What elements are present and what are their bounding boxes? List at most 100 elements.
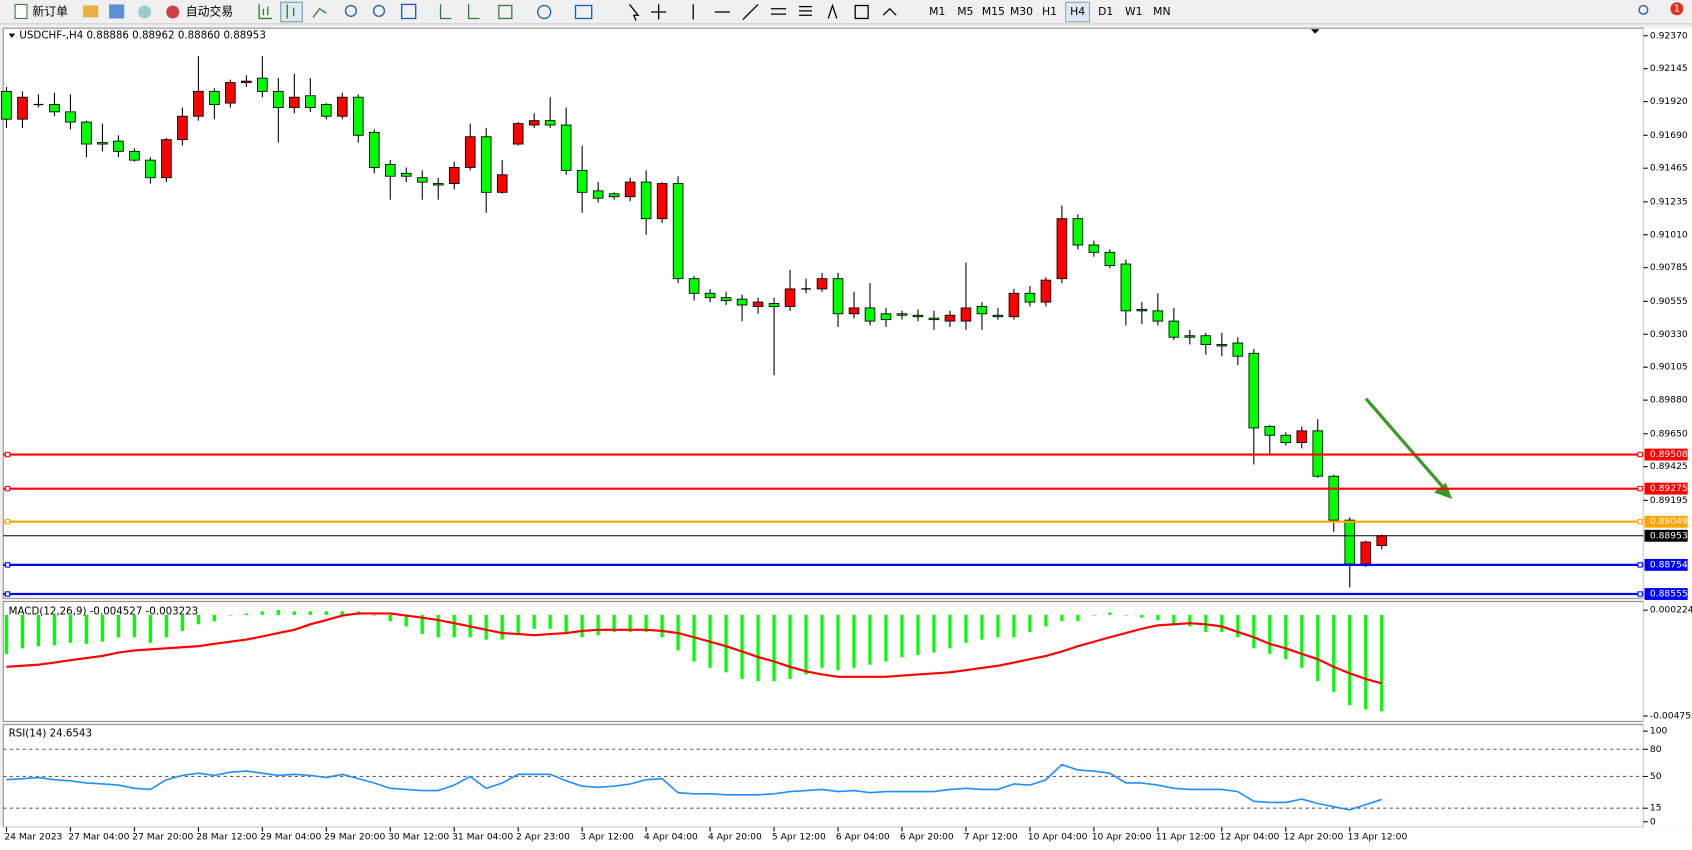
notification-badge[interactable] [1670,2,1684,16]
icon[interactable] [537,4,552,20]
macd-bar [260,611,264,615]
candle-body [321,104,332,117]
icon[interactable] [439,4,452,20]
candle-body [1296,430,1308,443]
line-anchor[interactable] [4,591,11,597]
timeframe-button[interactable]: M5 [957,5,973,18]
y-tick-label: -0.004753 [1650,710,1692,721]
icon[interactable] [312,7,327,18]
y-tick-label: 0.92145 [1650,63,1688,74]
macd-bar [1332,614,1336,692]
icon[interactable] [770,8,787,15]
line-price-tag [1644,529,1688,542]
icon[interactable] [799,5,812,16]
timeframe-button[interactable]: M1 [929,5,945,18]
line-anchor[interactable] [1637,591,1643,597]
auto-trading-button[interactable]: 自动交易 [166,4,233,18]
icon[interactable] [629,4,640,21]
timeframe-button[interactable]: M15 [982,5,1005,18]
macd-bar [660,614,664,638]
x-tick-label: 30 Mar 12:00 [388,831,449,842]
price-pane [2,27,1644,599]
macd-bar [340,611,344,615]
icon[interactable] [467,4,480,20]
timeframe-button[interactable]: D1 [1098,5,1113,18]
macd-bar [1252,614,1256,649]
timeframe-button[interactable]: H4 [1070,5,1085,18]
line-anchor[interactable] [1637,451,1643,458]
macd-bar [1108,612,1112,615]
macd-bar [1076,614,1080,622]
macd-bar [932,614,936,653]
timeframe-button[interactable]: MN [1153,5,1170,18]
line-anchor[interactable] [1637,485,1643,492]
y-tick-label: 0.91465 [1650,163,1688,174]
y-tick-label: 0.91010 [1650,229,1688,240]
timeframe-button[interactable]: M30 [1010,5,1033,18]
icon[interactable] [280,1,303,23]
icon[interactable] [651,4,667,20]
macd-bar [36,614,41,647]
timeframe-button[interactable]: H1 [1042,5,1057,18]
icon[interactable] [854,4,869,20]
macd-bar [500,614,504,640]
candle-body [768,303,780,307]
line-anchor[interactable] [4,562,11,568]
y-tick-label: 0.89880 [1650,395,1688,406]
candle-body [544,120,556,126]
icon[interactable] [138,5,152,19]
macd-bar [1140,614,1144,618]
candle-body [384,164,396,177]
search-icon[interactable] [1638,4,1649,15]
icon[interactable] [401,3,417,20]
timeframe-button[interactable]: W1 [1125,5,1143,18]
candle-body [65,111,76,123]
macd-bar [1300,614,1304,668]
price-axis [1643,28,1692,828]
macd-bar [596,614,600,636]
shift-marker [1310,29,1320,34]
icon[interactable] [574,4,593,20]
icon[interactable] [498,4,513,20]
line-anchor[interactable] [4,519,11,525]
line-price-label: 0.88953 [1650,530,1688,541]
macd-bar [836,614,840,671]
candle-body [1184,335,1196,338]
macd-bar [420,614,424,635]
icon[interactable] [344,4,357,17]
macd-bar [788,614,792,679]
icon[interactable] [83,5,99,18]
candle-body [1168,320,1180,338]
symbol-menu-arrow[interactable] [8,33,16,38]
icon[interactable] [109,4,125,19]
candle-body [1152,310,1164,322]
macd-bar [1380,614,1384,712]
y-tick-label: 0 [1650,816,1656,827]
x-tick-label: 5 Apr 12:00 [772,831,826,842]
candle-body [1200,335,1212,345]
candle-body [305,95,316,108]
x-tick-label: 27 Mar 04:00 [68,831,129,842]
icon[interactable] [286,4,295,19]
y-tick-label: 0.90330 [1650,329,1688,340]
rsi-title: RSI(14) 24.6543 [9,727,92,739]
icon[interactable] [372,4,386,17]
icon[interactable] [882,7,897,16]
new-order-button[interactable]: 新订单 [14,3,68,20]
icon[interactable] [827,3,838,19]
macd-bar [916,614,920,655]
timeframe-active [1065,1,1091,23]
macd-bar [1236,614,1240,638]
line-anchor[interactable] [1637,519,1643,525]
macd-bar [148,614,153,643]
candle-body [896,313,908,316]
macd-bar [20,614,25,649]
candle-body [608,193,620,198]
line-anchor[interactable] [4,485,11,492]
x-tick-label: 24 Mar 2023 [4,831,62,842]
line-anchor[interactable] [4,451,11,458]
icon[interactable] [258,4,273,20]
icon[interactable] [742,3,759,21]
line-anchor[interactable] [1637,562,1643,568]
